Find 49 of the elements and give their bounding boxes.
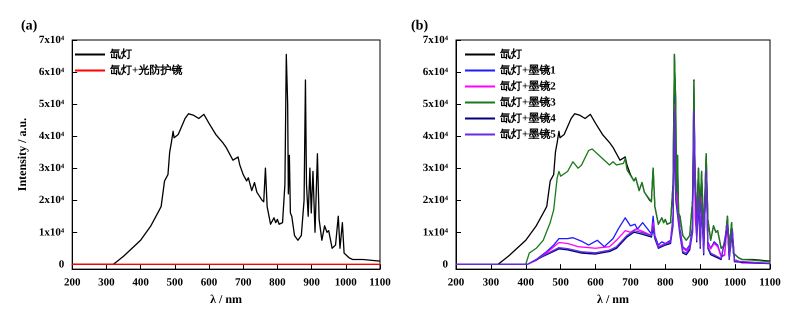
y-tick-label: 3x10⁴	[422, 162, 449, 174]
legend-label: 氙灯	[109, 48, 132, 60]
y-tick-label: 7x10⁴	[38, 34, 65, 46]
x-tick-label: 900	[303, 276, 320, 289]
legend-label: 氙灯+墨镜4	[499, 112, 556, 124]
legend-label: 氙灯+墨镜3	[499, 96, 556, 108]
y-tick-label: 6x10⁴	[422, 66, 449, 78]
y-tick-label: 0	[58, 258, 65, 270]
x-tick-label: 800	[269, 276, 286, 289]
chart-title: (b)	[411, 18, 428, 34]
y-tick-label: 6x10⁴	[38, 66, 65, 78]
x-tick-label: 800	[657, 276, 674, 289]
y-axis-title: Intensity / a.u.	[15, 118, 29, 192]
y-tick-label: 1x10⁴	[422, 226, 449, 238]
legend-label: 氙灯+光防护镜	[109, 64, 182, 76]
y-tick-label: 3x10⁴	[38, 162, 65, 174]
legend-label: 氙灯	[499, 48, 522, 60]
chart-title: (a)	[21, 18, 38, 34]
x-tick-label: 200	[64, 276, 81, 289]
x-axis-title: λ / nm	[210, 292, 242, 306]
x-axis-title: λ / nm	[597, 292, 629, 306]
x-tick-label: 700	[622, 276, 640, 289]
y-tick-label: 5x10⁴	[422, 98, 449, 110]
x-tick-label: 600	[200, 276, 218, 289]
x-tick-label: 900	[692, 276, 709, 289]
x-tick-label: 700	[234, 276, 252, 289]
x-tick-label: 300	[482, 276, 500, 289]
y-tick-label: 4x10⁴	[422, 130, 449, 142]
legend-label: 氙灯+墨镜2	[499, 80, 556, 92]
legend-label: 氙灯+墨镜5	[499, 128, 556, 140]
x-tick-label: 1100	[369, 276, 392, 289]
x-tick-label: 400	[132, 276, 150, 289]
x-tick-label: 500	[166, 276, 184, 289]
x-tick-label: 400	[518, 276, 535, 289]
x-tick-label: 1000	[724, 276, 747, 289]
x-tick-label: 200	[448, 276, 465, 289]
x-tick-label: 300	[98, 276, 116, 289]
y-tick-label: 0	[442, 258, 448, 270]
y-tick-label: 7x10⁴	[422, 34, 449, 46]
legend-label: 氙灯+墨镜1	[499, 64, 556, 76]
y-tick-label: 5x10⁴	[38, 98, 65, 110]
x-tick-label: 1100	[759, 276, 782, 289]
x-tick-label: 600	[587, 276, 604, 289]
y-tick-label: 1x10⁴	[38, 226, 65, 238]
y-tick-label: 2x10⁴	[38, 194, 65, 206]
y-tick-label: 2x10⁴	[422, 194, 449, 206]
x-tick-label: 1000	[334, 276, 358, 289]
x-tick-label: 500	[552, 276, 570, 289]
y-tick-label: 4x10⁴	[38, 130, 65, 142]
